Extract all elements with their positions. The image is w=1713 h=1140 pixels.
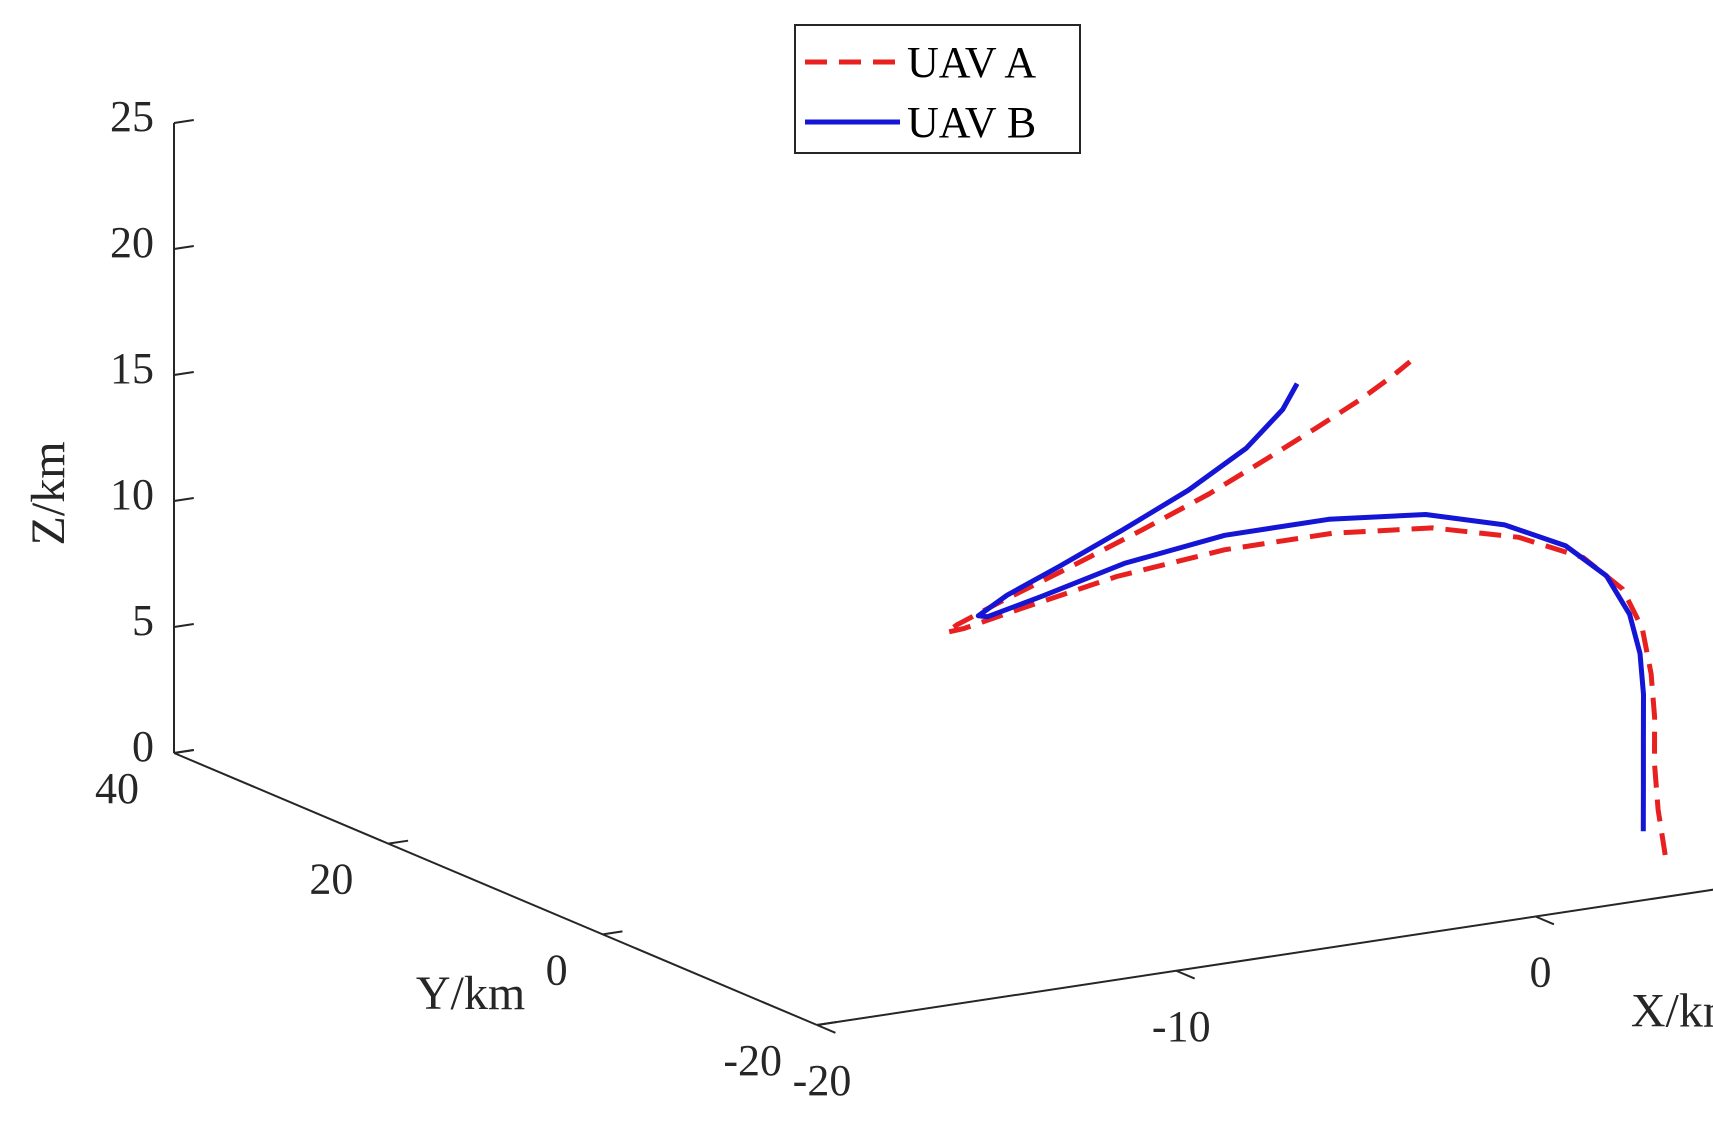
- x-tick: [1175, 969, 1196, 980]
- z-tick: [173, 119, 194, 124]
- x-axis-line: [816, 888, 1713, 1026]
- z-tick-label: 20: [110, 218, 154, 267]
- x-tick: [816, 1024, 836, 1034]
- y-tick: [816, 1021, 837, 1026]
- x-tick-label: -10: [1152, 1002, 1211, 1051]
- x-tick: [1535, 915, 1555, 926]
- z-tick: [173, 623, 194, 628]
- z-tick-label: 15: [110, 344, 154, 393]
- x-axis-title: X/km: [1631, 985, 1713, 1038]
- z-axis-title: Z/km: [22, 441, 75, 545]
- z-tick-label: 5: [132, 596, 154, 645]
- z-tick-label: 25: [110, 92, 154, 141]
- y-tick: [173, 749, 194, 754]
- z-tick: [173, 497, 194, 502]
- y-tick-label: 40: [95, 764, 139, 813]
- legend-label-uav-b: UAV B: [907, 98, 1036, 147]
- z-tick-label: 10: [110, 470, 154, 519]
- x-tick-label: -20: [793, 1056, 852, 1105]
- axes-layer: 0510152025-2002040-20-1001020Z/kmY/kmX/k…: [22, 92, 1713, 1105]
- y-axis-title: Y/km: [416, 967, 525, 1020]
- z-tick: [173, 371, 194, 376]
- series-line-uav-b: [975, 382, 1646, 832]
- y-tick-label: 0: [546, 945, 568, 994]
- legend-box: [794, 24, 1081, 154]
- y-tick-label: -20: [723, 1036, 782, 1085]
- y-tick-label: 20: [309, 855, 353, 904]
- series-layer: [943, 359, 1668, 856]
- y-tick: [602, 930, 623, 936]
- series-line-uav-a: [943, 359, 1668, 856]
- x-tick-label: 0: [1530, 948, 1552, 997]
- y-axis-line: [173, 752, 818, 1026]
- z-tick-label: 0: [132, 722, 154, 771]
- legend-label-uav-a: UAV A: [907, 38, 1036, 87]
- legend: UAV A UAV B: [794, 24, 1081, 154]
- y-tick: [388, 839, 409, 845]
- z-tick: [173, 245, 194, 250]
